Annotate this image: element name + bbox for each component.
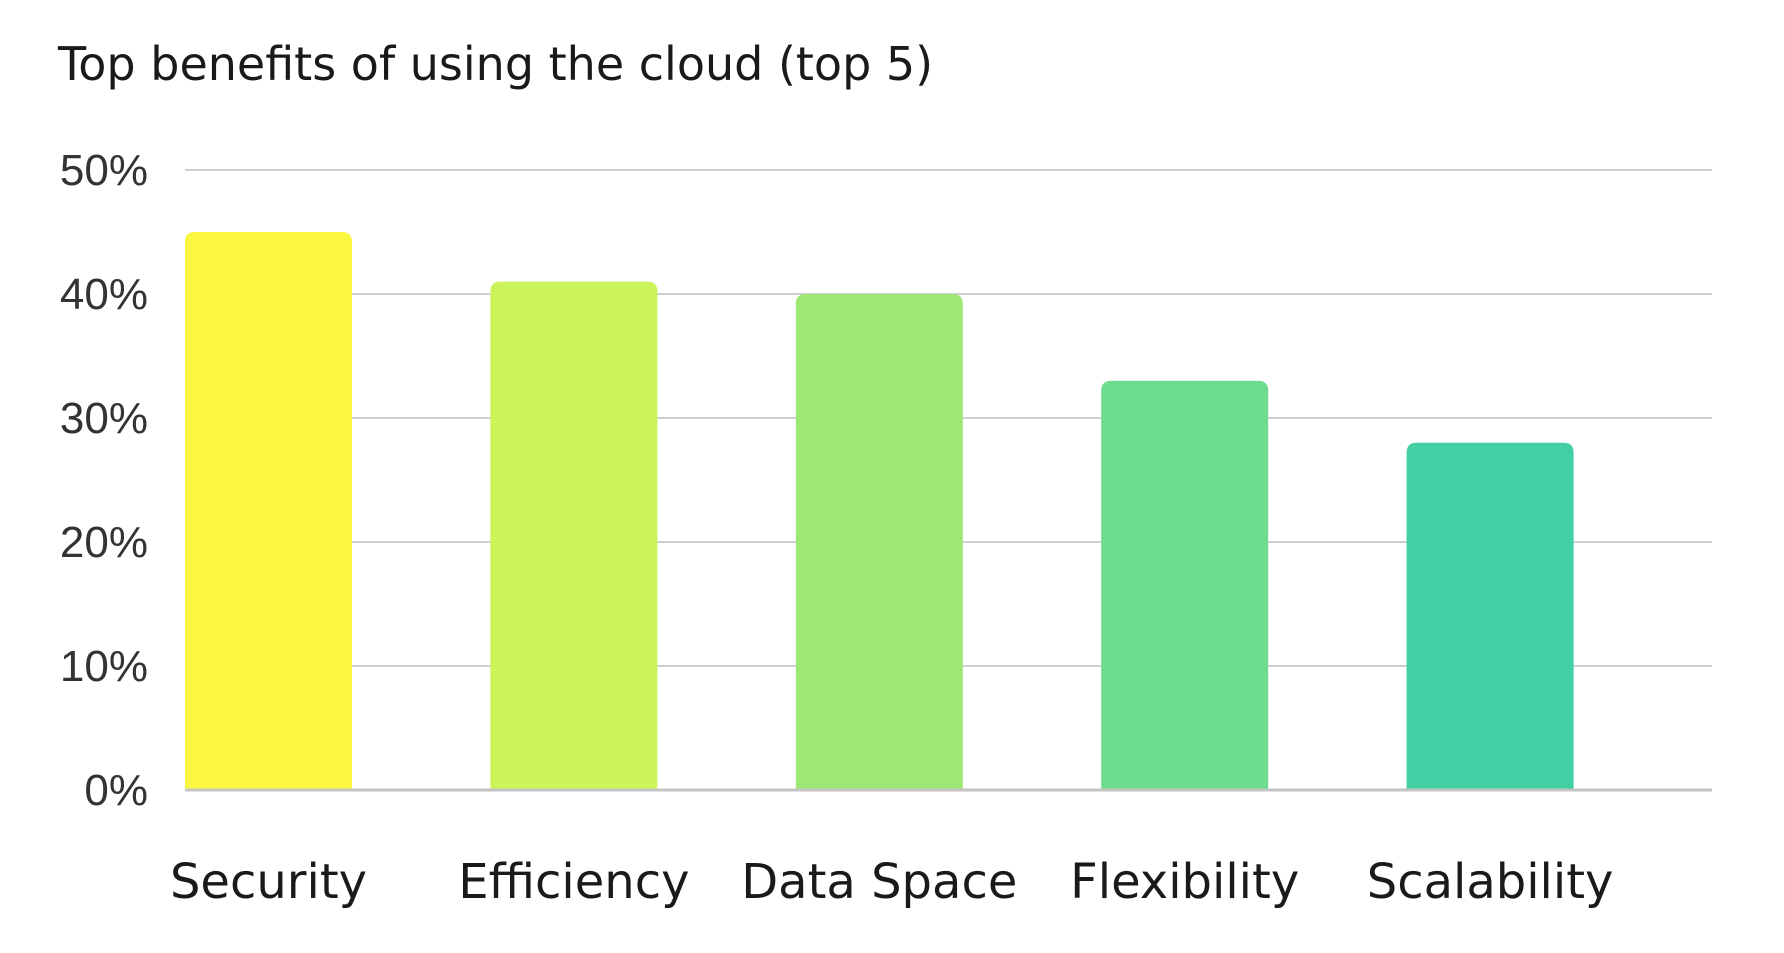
y-tick-label: 40% [60,270,148,319]
x-tick-label: Data Space [741,854,1017,910]
y-tick-label: 10% [60,642,148,691]
x-tick-label: Flexibility [1070,854,1299,910]
y-axis-tick-labels: 0% 10% 20% 30% 40% 50% [60,146,148,815]
bar-scalability [1406,442,1574,790]
x-tick-label: Security [170,854,367,910]
bar-efficiency [490,281,658,790]
x-tick-label: Efficiency [458,854,689,910]
x-tick-label: Scalability [1367,854,1614,910]
x-axis-tick-labels: Security Efficiency Data Space Flexibility S… [170,854,1614,910]
bar-flexibility [1101,380,1269,790]
y-tick-label: 0% [84,766,148,815]
y-tick-label: 20% [60,518,148,567]
bar-data-space [795,294,963,790]
y-tick-label: 50% [60,146,148,195]
y-tick-label: 30% [60,394,148,443]
bar-security [185,232,352,790]
bars [185,232,1712,792]
chart-title: Top benefits of using the cloud (top 5) [57,37,933,91]
